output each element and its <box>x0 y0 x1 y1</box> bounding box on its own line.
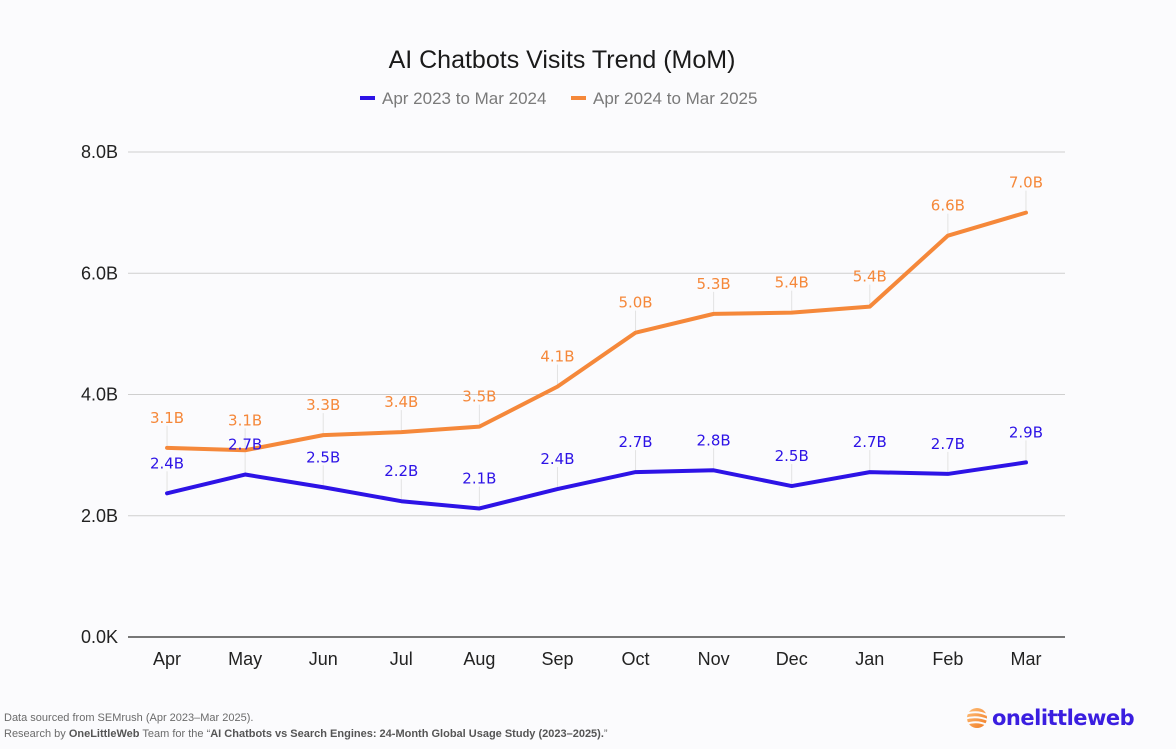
data-label: 4.1B <box>540 348 574 366</box>
data-label: 2.8B <box>697 431 731 449</box>
data-label: 5.0B <box>618 294 652 312</box>
x-tick-label: Oct <box>622 649 650 669</box>
footer-credit: Research by OneLittleWeb Team for the “A… <box>4 726 608 742</box>
y-axis: 0.0K 2.0B 4.0B 6.0B 8.0B <box>81 142 118 647</box>
logo-text: onelittleweb <box>992 706 1135 730</box>
y-tick-label: 8.0B <box>81 142 118 162</box>
y-tick-label: 6.0B <box>81 263 118 283</box>
x-tick-label: Dec <box>776 649 808 669</box>
y-tick-label: 0.0K <box>81 627 118 647</box>
legend-swatch-2 <box>571 96 586 100</box>
y-tick-label: 2.0B <box>81 506 118 526</box>
footer: Data sourced from SEMrush (Apr 2023–Mar … <box>4 710 608 742</box>
data-label: 2.9B <box>1009 423 1043 441</box>
data-label: 2.7B <box>228 436 262 454</box>
x-axis: Apr May Jun Jul Aug Sep Oct Nov Dec Jan Feb Mar <box>153 649 1041 669</box>
footer-source: Data sourced from SEMrush (Apr 2023–Mar … <box>4 712 254 724</box>
legend-label-1: Apr 2023 to Mar 2024 <box>382 89 546 108</box>
footer-prefix: Research by <box>4 728 69 740</box>
x-tick-label: Jun <box>309 649 338 669</box>
series-line-2 <box>165 210 1028 453</box>
x-tick-label: Aug <box>463 649 495 669</box>
data-label: 2.2B <box>384 462 418 480</box>
grid <box>128 151 1065 638</box>
data-label: 2.7B <box>931 435 965 453</box>
data-label: 2.1B <box>462 469 496 487</box>
x-tick-label: Nov <box>698 649 730 669</box>
x-tick-label: Jan <box>855 649 884 669</box>
footer-suffix: ” <box>603 728 608 740</box>
data-label: 3.5B <box>462 388 496 406</box>
label-leaders <box>166 190 1027 507</box>
legend-swatch-1 <box>360 96 375 100</box>
data-label: 6.6B <box>931 197 965 215</box>
data-label: 3.3B <box>306 396 340 414</box>
data-label: 2.4B <box>540 450 574 468</box>
x-tick-label: May <box>228 649 262 669</box>
data-label: 5.4B <box>775 274 809 292</box>
y-tick-label: 4.0B <box>81 385 118 405</box>
line-chart: AI Chatbots Visits Trend (MoM) Apr 2023 … <box>81 46 1065 669</box>
x-tick-label: Jul <box>390 649 413 669</box>
data-label: 2.7B <box>618 433 652 451</box>
globe-swirl-icon <box>963 708 989 728</box>
data-label: 3.1B <box>228 411 262 429</box>
x-tick-label: Mar <box>1010 649 1041 669</box>
chart-title: AI Chatbots Visits Trend (MoM) <box>389 46 736 74</box>
data-label: 3.4B <box>384 393 418 411</box>
legend-label-2: Apr 2024 to Mar 2025 <box>593 89 757 108</box>
x-tick-label: Sep <box>541 649 573 669</box>
data-label: 2.7B <box>853 433 887 451</box>
series-lines <box>165 210 1028 511</box>
legend: Apr 2023 to Mar 2024 Apr 2024 to Mar 2025 <box>360 89 757 108</box>
x-tick-label: Feb <box>932 649 963 669</box>
data-label: 5.3B <box>697 275 731 293</box>
x-tick-label: Apr <box>153 649 181 669</box>
data-label: 2.5B <box>306 448 340 466</box>
data-labels: 2.4B 2.7B 2.5B 2.2B 2.1B 2.4B 2.7B 2.8B 2.5B 2.7B… <box>150 174 1043 488</box>
data-label: 2.5B <box>775 447 809 465</box>
data-label: 5.4B <box>853 268 887 286</box>
logo: onelittleweb <box>963 706 1135 730</box>
footer-study: AI Chatbots vs Search Engines: 24-Month … <box>210 728 604 740</box>
data-label: 3.1B <box>150 409 184 427</box>
footer-middle: Team for the “ <box>139 728 211 740</box>
data-label: 7.0B <box>1009 174 1043 192</box>
footer-brand: OneLittleWeb <box>68 728 140 740</box>
data-label: 2.4B <box>150 454 184 472</box>
series-line-1 <box>165 460 1028 511</box>
